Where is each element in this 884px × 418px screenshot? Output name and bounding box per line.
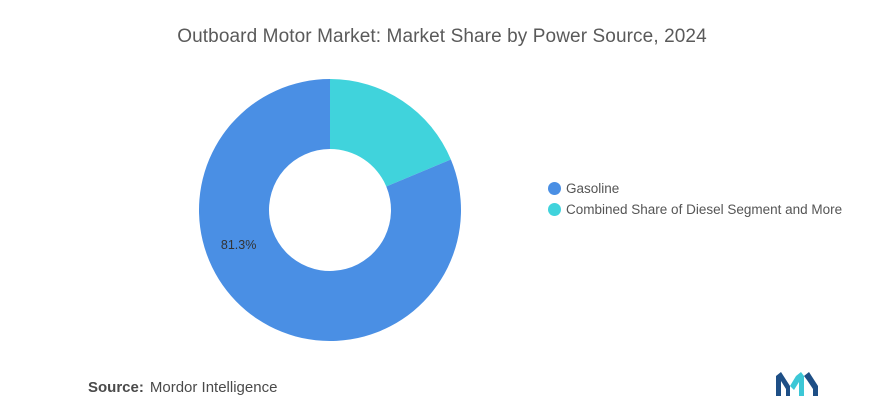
legend-label-diesel-and-more: Combined Share of Diesel Segment and Mor…	[566, 202, 843, 217]
source-text: Mordor Intelligence	[149, 379, 278, 396]
mordor-intelligence-logo-icon	[776, 372, 818, 396]
source-label: Source:	[88, 379, 144, 396]
donut-slice-diesel-and-more	[330, 79, 451, 187]
logo-right-stroke	[804, 372, 818, 396]
source-note: Source: Mordor Intelligence	[88, 379, 277, 396]
legend-marker-gasoline	[548, 182, 561, 195]
donut-slice-gasoline	[199, 79, 461, 342]
data-label-gasoline: 81.3%	[221, 238, 256, 252]
legend-item-gasoline: Gasoline	[548, 178, 842, 199]
logo-left-stroke	[776, 372, 790, 396]
chart-title: Outboard Motor Market: Market Share by P…	[177, 26, 707, 47]
logo-mid-stroke	[790, 372, 804, 396]
chart-legend: Gasoline Combined Share of Diesel Segmen…	[548, 178, 842, 220]
legend-item-diesel-and-more: Combined Share of Diesel Segment and Mor…	[548, 199, 842, 220]
legend-label-gasoline: Gasoline	[566, 181, 620, 196]
legend-marker-diesel-and-more	[548, 203, 561, 216]
